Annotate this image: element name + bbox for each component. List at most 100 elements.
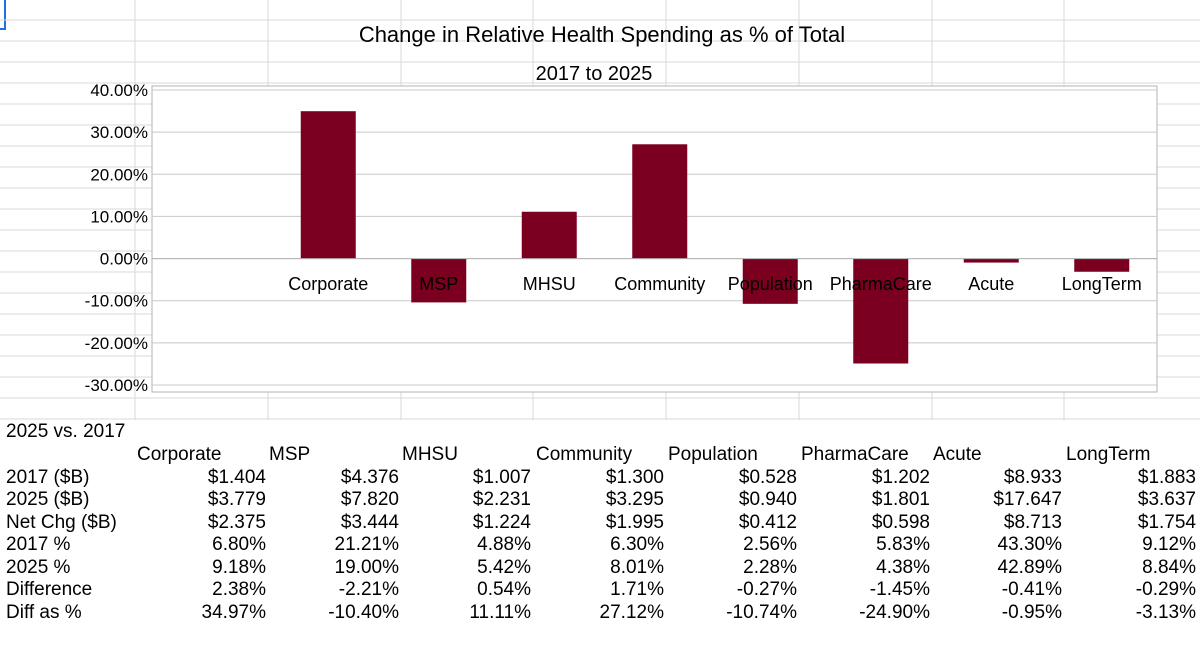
y-tick-label: -20.00% bbox=[85, 334, 148, 353]
table-cell: 6.80% bbox=[212, 534, 266, 555]
table-cell: 42.89% bbox=[997, 556, 1062, 578]
column-header: Acute bbox=[933, 444, 982, 465]
table-cell: 4.88% bbox=[477, 534, 531, 555]
table-cell: $0.940 bbox=[738, 489, 797, 510]
table-heading: 2025 vs. 2017 bbox=[6, 421, 126, 442]
x-tick-label: Acute bbox=[968, 274, 1014, 294]
table-cell: 27.12% bbox=[599, 601, 664, 623]
y-tick-label: -10.00% bbox=[85, 292, 148, 311]
table-cell: -1.45% bbox=[869, 579, 930, 600]
table-cell: -0.41% bbox=[1001, 579, 1062, 600]
table-cell: 21.21% bbox=[334, 534, 399, 555]
bar-community bbox=[632, 144, 688, 259]
y-tick-label: 30.00% bbox=[90, 123, 148, 142]
table-cell: $1.300 bbox=[605, 466, 664, 488]
x-tick-label: PharmaCare bbox=[830, 274, 932, 294]
table-cell: 11.11% bbox=[469, 601, 531, 623]
table-cell: $1.224 bbox=[472, 511, 531, 533]
table-cell: $1.202 bbox=[871, 466, 930, 488]
column-header: PharmaCare bbox=[801, 444, 909, 465]
bar-chart: 40.00% 30.00% 20.00% 10.00% 0.00% -10.00% -20.… bbox=[0, 0, 1200, 420]
data-table: 2025 vs. 2017 Corporate MSP MHSU Community P… bbox=[0, 419, 1200, 652]
table-cell: $1.754 bbox=[1137, 511, 1196, 533]
column-header: LongTerm bbox=[1066, 444, 1151, 465]
table-cell: $0.598 bbox=[871, 511, 930, 533]
y-tick-label: 40.00% bbox=[90, 81, 148, 100]
table-cell: -10.74% bbox=[726, 601, 797, 623]
table-cell: $1.883 bbox=[1137, 466, 1196, 488]
x-tick-label: Corporate bbox=[288, 274, 368, 294]
table-cell: -0.95% bbox=[1001, 601, 1062, 623]
table-cell: 5.42% bbox=[477, 556, 531, 578]
table-cell: 5.83% bbox=[876, 534, 930, 555]
row-label: 2025 % bbox=[6, 556, 71, 578]
x-tick-label: MSP bbox=[419, 274, 458, 294]
table-cell: $4.376 bbox=[340, 466, 399, 488]
table-cell: $2.375 bbox=[207, 511, 266, 533]
row-label: Diff as % bbox=[6, 601, 82, 623]
column-header: MSP bbox=[269, 444, 311, 465]
table-cell: $3.779 bbox=[207, 489, 266, 510]
cell-cursor bbox=[0, 0, 6, 30]
table-cell: $1.404 bbox=[207, 466, 266, 488]
chart-title: Change in Relative Health Spending as % … bbox=[359, 22, 845, 47]
column-header: Corporate bbox=[137, 444, 222, 465]
column-header: Population bbox=[668, 444, 758, 465]
table-cell: $3.295 bbox=[605, 489, 664, 510]
y-axis-labels: 40.00% 30.00% 20.00% 10.00% 0.00% -10.00% -20.… bbox=[85, 81, 148, 395]
table-cell: $2.231 bbox=[472, 489, 531, 510]
table-cell: -0.29% bbox=[1135, 579, 1196, 600]
x-tick-label: Population bbox=[728, 274, 813, 294]
bar-corporate bbox=[300, 111, 356, 259]
row-label: 2025 ($B) bbox=[6, 489, 90, 510]
table-cell: $17.647 bbox=[993, 489, 1062, 510]
x-tick-label: Community bbox=[614, 274, 705, 294]
table-cell: 9.12% bbox=[1142, 534, 1196, 555]
x-tick-label: LongTerm bbox=[1062, 274, 1142, 294]
table-cell: -3.13% bbox=[1135, 601, 1196, 623]
table-cell: $8.713 bbox=[1003, 511, 1062, 533]
table-cell: -24.90% bbox=[859, 601, 930, 623]
table-cell: -2.21% bbox=[338, 579, 399, 600]
table-cell: -10.40% bbox=[328, 601, 399, 623]
y-tick-label: 10.00% bbox=[90, 207, 148, 226]
table-cell: $0.412 bbox=[738, 511, 797, 533]
bar-mhsu bbox=[521, 211, 577, 259]
table-cell: $7.820 bbox=[340, 489, 399, 510]
y-tick-label: 0.00% bbox=[100, 250, 148, 269]
column-header: MHSU bbox=[402, 444, 458, 465]
table-cell: 0.54% bbox=[477, 579, 531, 600]
chart-bars bbox=[152, 111, 1157, 364]
table-cell: 2.38% bbox=[212, 579, 266, 600]
table-cell: 4.38% bbox=[876, 556, 930, 578]
bar-acute bbox=[963, 258, 1019, 263]
x-tick-label: MHSU bbox=[523, 274, 576, 294]
table-cell: 34.97% bbox=[201, 601, 266, 623]
table-cell: $8.933 bbox=[1003, 466, 1062, 488]
bar-population bbox=[742, 258, 798, 304]
y-tick-label: 20.00% bbox=[90, 165, 148, 184]
bar-msp bbox=[411, 258, 467, 303]
table-cell: $1.007 bbox=[472, 466, 531, 488]
table-cell: $1.801 bbox=[871, 489, 930, 510]
table-cell: $3.637 bbox=[1137, 489, 1196, 510]
chart-subtitle: 2017 to 2025 bbox=[536, 63, 653, 85]
table-cell: 19.00% bbox=[334, 556, 399, 578]
bar-pharmacare bbox=[853, 258, 909, 364]
column-header: Community bbox=[536, 444, 633, 465]
row-label: Net Chg ($B) bbox=[6, 511, 117, 533]
bar-longterm bbox=[1074, 258, 1130, 272]
table-cell: 9.18% bbox=[212, 556, 266, 578]
table-cell: 8.01% bbox=[610, 556, 664, 578]
table-cell: 2.28% bbox=[743, 556, 797, 578]
y-tick-label: -30.00% bbox=[85, 376, 148, 395]
table-cell: $1.995 bbox=[605, 511, 664, 533]
table-cell: -0.27% bbox=[736, 579, 797, 600]
table-cell: $3.444 bbox=[340, 511, 399, 533]
x-axis-labels: Corporate MSP MHSU Community Population Pharm… bbox=[288, 274, 1142, 294]
table-cell: 2.56% bbox=[743, 534, 797, 555]
row-label: 2017 % bbox=[6, 534, 71, 555]
row-label: Difference bbox=[6, 579, 93, 600]
table-cell: 6.30% bbox=[610, 534, 664, 555]
row-label: 2017 ($B) bbox=[6, 466, 90, 488]
